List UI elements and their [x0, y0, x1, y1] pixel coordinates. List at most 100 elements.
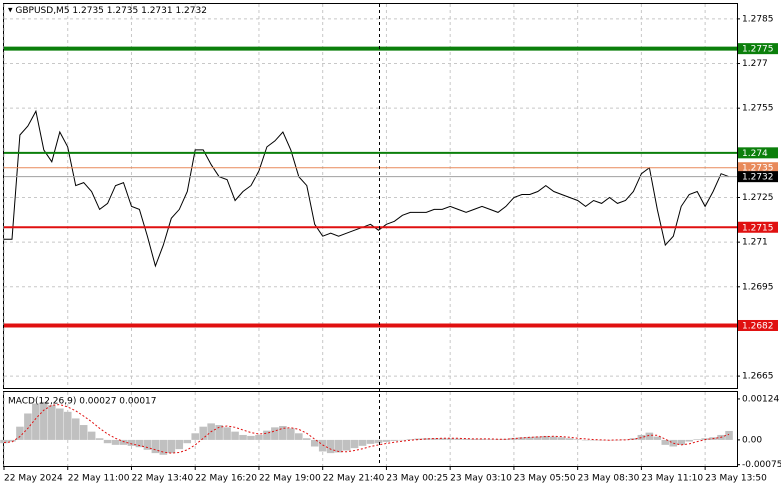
macd-bar: [183, 439, 192, 444]
price-tag: [738, 221, 778, 233]
y-tick-label: 1.271: [742, 238, 768, 248]
macd-bar: [462, 438, 470, 440]
macd-bar: [71, 418, 80, 440]
y-tick-label: 1.2695: [742, 282, 774, 292]
macd-bar: [366, 439, 375, 444]
macd-bar: [127, 439, 136, 446]
macd-bar: [589, 439, 598, 441]
macd-bar: [55, 408, 64, 440]
macd-bar: [143, 439, 152, 450]
macd-bar: [32, 403, 40, 440]
macd-bar: [111, 439, 120, 445]
macd-bar: [557, 437, 566, 440]
x-tick-label: 22 May 16:20: [195, 474, 257, 484]
price-tag-label: 1.2682: [742, 321, 774, 331]
macd-title: MACD(12,26,9) 0.00027 0.00017: [8, 397, 157, 407]
macd-bar: [725, 430, 733, 440]
chart-title: ▾ GBPUSD,M5 1.2735 1.2735 1.2731 1.2732: [8, 6, 207, 16]
y-tick-label: -0.00075: [742, 460, 781, 470]
macd-bar: [502, 438, 510, 440]
macd-bar: [63, 411, 72, 440]
macd-bar: [406, 439, 415, 440]
price-tag-label: 1.2775: [742, 45, 774, 55]
price-tag-label: 1.2715: [742, 223, 774, 233]
macd-bar: [247, 435, 255, 440]
x-tick-label: 22 May 21:40: [323, 474, 385, 484]
macd-bar: [135, 439, 144, 448]
macd-bar: [677, 439, 686, 445]
macd-bar: [637, 434, 646, 440]
y-tick-label: 1.2755: [742, 104, 774, 114]
x-tick-label: 22 May 11:00: [68, 474, 130, 484]
macd-bar: [414, 438, 423, 440]
macd-bar: [159, 439, 168, 455]
macd-bar: [223, 427, 231, 440]
macd-bar: [661, 439, 670, 445]
macd-bar: [8, 439, 16, 442]
macd-bar: [310, 439, 319, 447]
macd-bar: [199, 426, 207, 440]
macd-bar: [295, 433, 303, 440]
macd-bar: [191, 433, 200, 440]
y-tick-label: 0.00124: [742, 394, 779, 404]
x-tick-label: 22 May 19:00: [259, 474, 321, 484]
x-tick-label: 23 May 08:30: [578, 474, 640, 484]
macd-bar: [486, 439, 494, 440]
macd-bar: [175, 439, 184, 450]
macd-bar: [302, 438, 311, 440]
macd-bar: [422, 438, 431, 440]
macd-bar: [398, 439, 407, 441]
macd-bar: [581, 439, 590, 441]
price-tag: [738, 147, 778, 159]
macd-bar: [510, 437, 518, 440]
x-tick-label: 22 May 2024: [4, 474, 63, 484]
macd-bar: [541, 435, 550, 440]
macd-bar: [271, 427, 279, 440]
macd-bar: [48, 405, 56, 440]
macd-bar: [79, 425, 88, 440]
macd-bar: [255, 434, 263, 440]
x-tick-label: 23 May 00:25: [386, 474, 448, 484]
y-tick-label: 0.00: [742, 435, 762, 445]
macd-bar: [87, 431, 96, 440]
y-tick-label: 1.277: [742, 59, 768, 69]
macd-bar: [103, 439, 112, 444]
plot-layer: 22 May 2024 22 May 11:00 22 May 13:40 22 Ma…: [0, 4, 781, 484]
macd-bar: [693, 439, 701, 440]
macd-bar: [382, 439, 391, 442]
macd-bar: [518, 437, 526, 440]
macd-bar: [287, 428, 295, 440]
macd-bar: [454, 438, 462, 440]
macd-bar: [494, 439, 502, 440]
price-tag-label: 1.2735: [742, 164, 774, 174]
x-tick-label: 23 May 13:50: [705, 474, 767, 484]
macd-bar: [95, 438, 104, 440]
macd-bar: [390, 439, 399, 441]
macd-bar: [573, 439, 582, 440]
macd-bar: [685, 439, 693, 442]
x-tick-label: 23 May 11:10: [641, 474, 703, 484]
price-tag: [738, 162, 778, 174]
macd-bar: [16, 426, 24, 440]
y-tick-label: 1.2725: [742, 193, 774, 203]
macd-bar: [239, 434, 247, 440]
price-tag: [738, 171, 778, 183]
macd-bar: [24, 413, 32, 440]
x-tick-label: 23 May 05:50: [514, 474, 576, 484]
macd-bar: [438, 438, 446, 440]
macd-bar: [279, 426, 287, 440]
macd-bar: [446, 438, 454, 440]
macd-bar: [318, 439, 327, 452]
price-tag-label: 1.274: [742, 149, 768, 159]
macd-bar: [334, 439, 343, 453]
chart-title-text: GBPUSD,M5 1.2735 1.2735 1.2731 1.2732: [15, 6, 207, 16]
macd-bar: [40, 401, 48, 440]
macd-bar: [565, 438, 574, 440]
macd-bar: [549, 436, 558, 440]
macd-bar: [358, 439, 367, 446]
macd-bar: [534, 436, 542, 440]
macd-bar: [478, 438, 486, 440]
macd-bar: [263, 430, 271, 440]
